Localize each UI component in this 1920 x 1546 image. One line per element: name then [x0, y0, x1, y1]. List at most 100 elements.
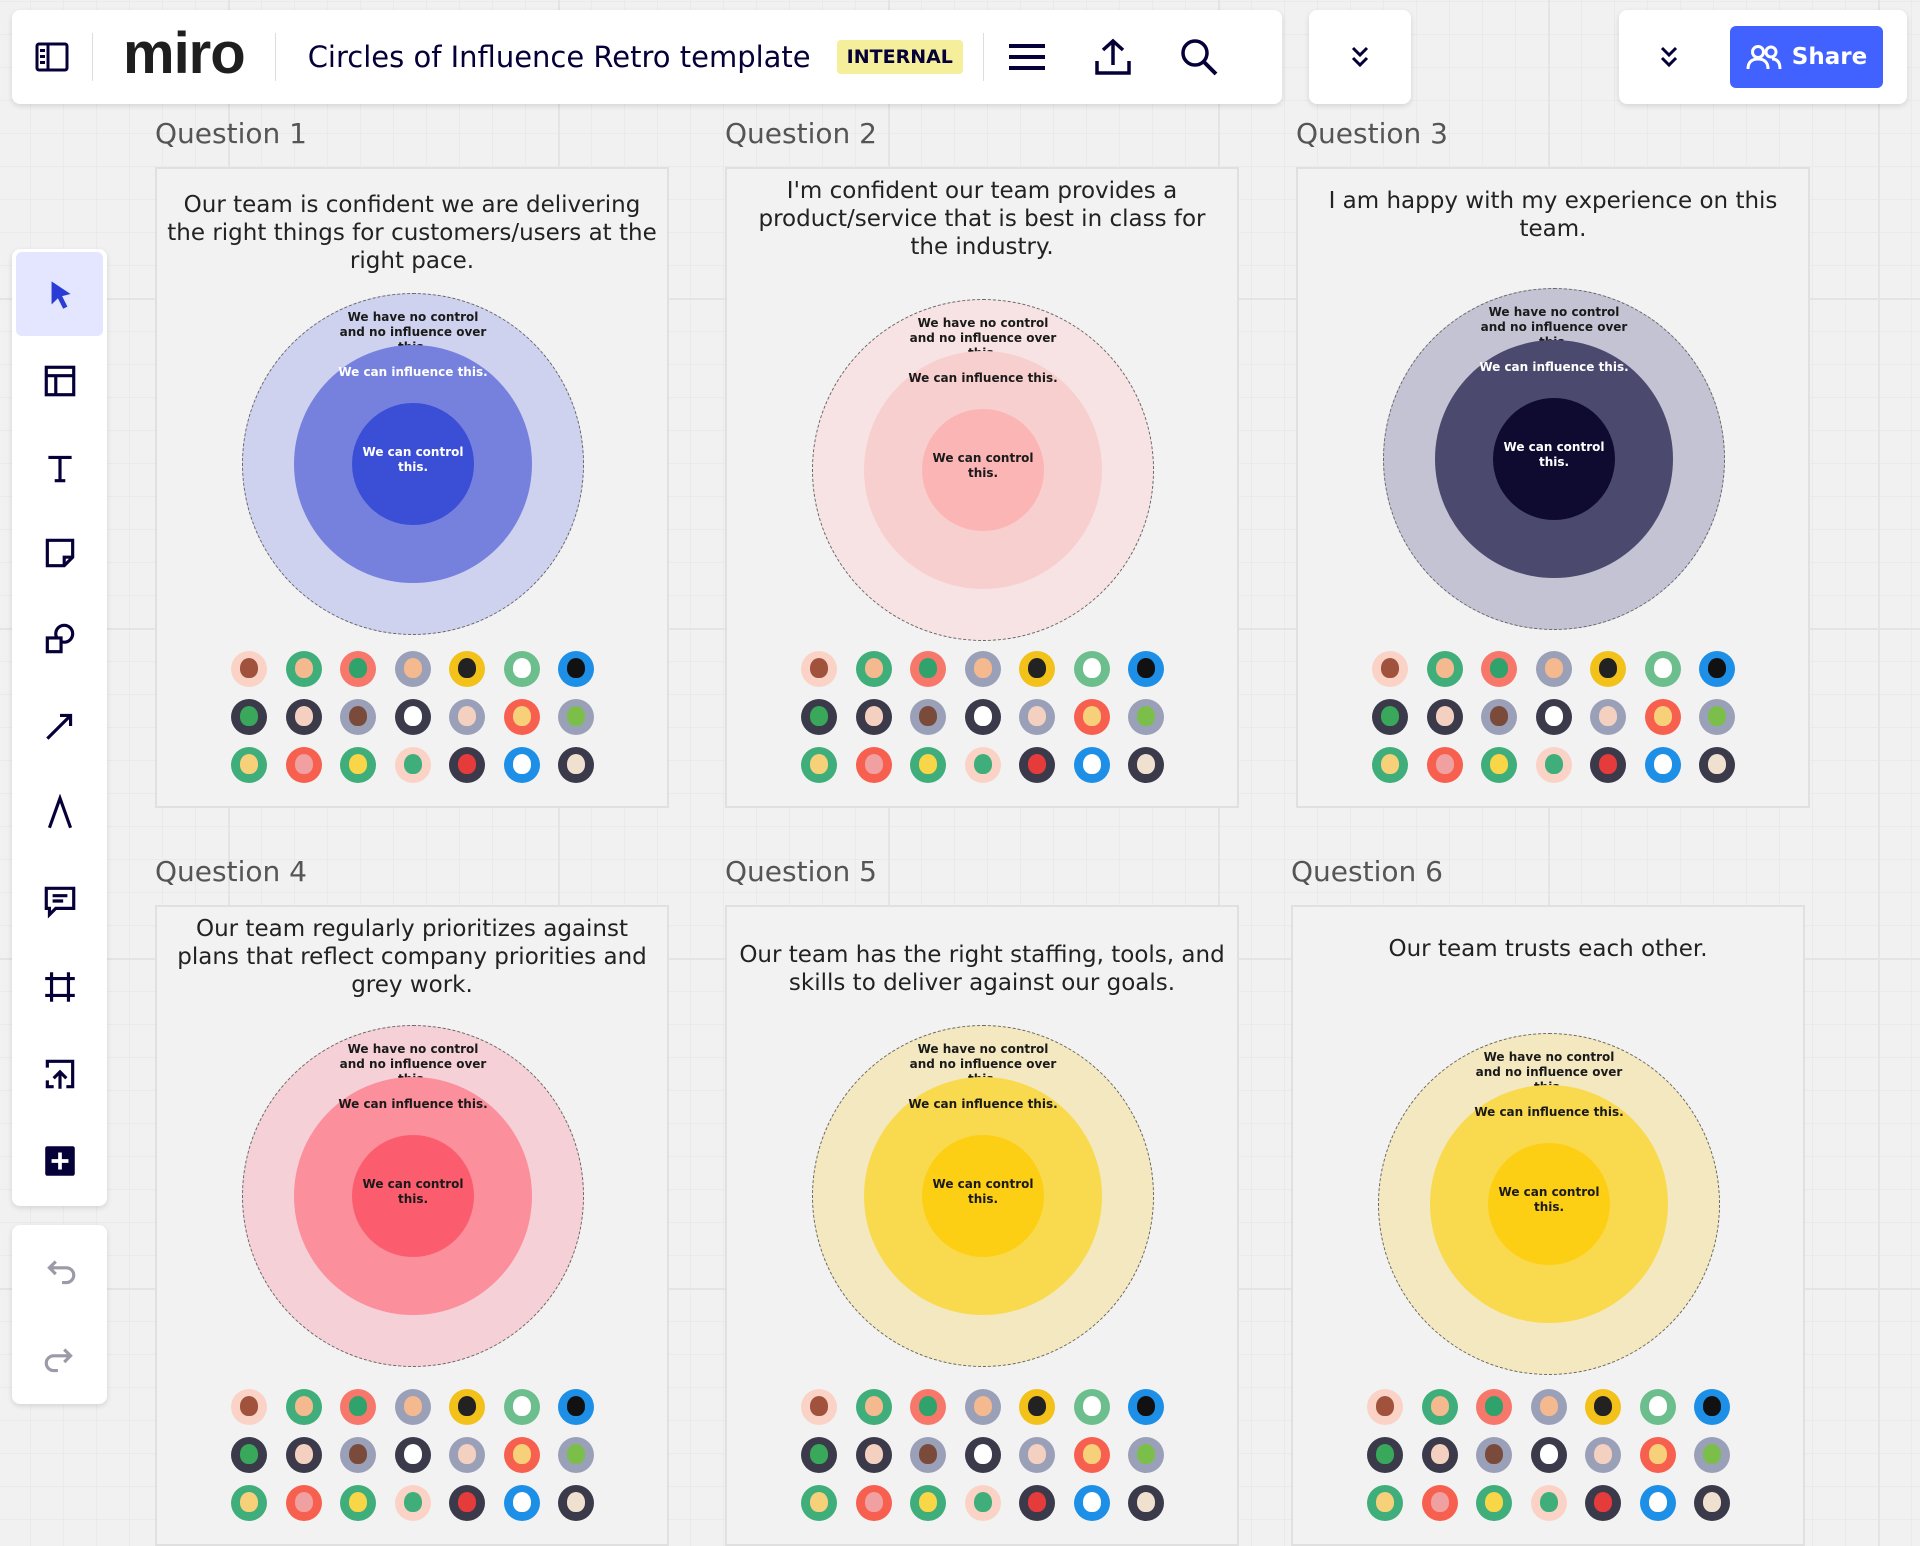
avatar-sticker[interactable] — [340, 1437, 376, 1473]
frame-question-2[interactable]: I'm confident our team provides a produc… — [725, 167, 1239, 808]
avatar-sticker[interactable] — [1644, 699, 1681, 735]
tool-comment-button[interactable] — [16, 859, 103, 943]
avatar-sticker[interactable] — [394, 651, 431, 687]
avatar-sticker[interactable] — [1426, 651, 1463, 687]
avatar-sticker[interactable] — [1644, 651, 1681, 687]
avatar-sticker[interactable] — [964, 1389, 1001, 1425]
avatar-sticker[interactable] — [340, 1485, 376, 1521]
avatar-sticker[interactable] — [964, 699, 1001, 735]
tool-shapes-button[interactable] — [16, 597, 103, 681]
avatar-sticker[interactable] — [340, 1389, 376, 1425]
avatar-sticker[interactable] — [801, 651, 837, 687]
avatar-sticker[interactable] — [1530, 1389, 1567, 1425]
avatar-sticker[interactable] — [394, 747, 431, 783]
avatar-sticker[interactable] — [1481, 699, 1517, 735]
avatar-sticker[interactable] — [801, 747, 837, 783]
avatar-sticker[interactable] — [1073, 699, 1110, 735]
avatar-sticker[interactable] — [1128, 699, 1164, 735]
avatar-sticker[interactable] — [910, 1437, 946, 1473]
export-button[interactable] — [1070, 10, 1156, 104]
avatar-sticker[interactable] — [340, 747, 376, 783]
avatar-sticker[interactable] — [1476, 1389, 1512, 1425]
avatar-sticker[interactable] — [855, 699, 892, 735]
avatar-sticker[interactable] — [285, 699, 322, 735]
avatar-sticker[interactable] — [1421, 1485, 1458, 1521]
avatar-sticker[interactable] — [1694, 1389, 1730, 1425]
avatar-sticker[interactable] — [1644, 747, 1681, 783]
avatar-sticker[interactable] — [285, 1389, 322, 1425]
avatar-sticker[interactable] — [1481, 747, 1517, 783]
circle-middle[interactable]: We can influence this. — [1430, 1085, 1668, 1323]
redo-button[interactable] — [16, 1318, 103, 1402]
avatar-sticker[interactable] — [1585, 1485, 1621, 1521]
undo-button[interactable] — [16, 1230, 103, 1314]
avatar-sticker[interactable] — [1367, 1485, 1403, 1521]
avatar-sticker[interactable] — [231, 1437, 267, 1473]
avatar-sticker[interactable] — [285, 1437, 322, 1473]
miro-logo[interactable]: miro — [123, 20, 246, 86]
tool-templates-button[interactable] — [16, 339, 103, 423]
avatar-sticker[interactable] — [285, 747, 322, 783]
classification-badge[interactable]: INTERNAL — [836, 40, 963, 74]
avatar-sticker[interactable] — [231, 1389, 267, 1425]
share-button[interactable]: Share — [1730, 26, 1883, 88]
search-button[interactable] — [1156, 10, 1242, 104]
avatar-sticker[interactable] — [1019, 1437, 1055, 1473]
avatar-sticker[interactable] — [1426, 699, 1463, 735]
collapse-button[interactable] — [1639, 10, 1699, 104]
avatar-sticker[interactable] — [1073, 1437, 1110, 1473]
tool-frame-button[interactable] — [16, 945, 103, 1029]
avatar-sticker[interactable] — [449, 1485, 485, 1521]
avatar-sticker[interactable] — [1585, 1389, 1621, 1425]
avatar-sticker[interactable] — [558, 699, 594, 735]
avatar-sticker[interactable] — [285, 1485, 322, 1521]
circle-inner[interactable]: We can control this. — [352, 1135, 474, 1257]
avatar-sticker[interactable] — [1128, 1437, 1164, 1473]
avatar-sticker[interactable] — [1019, 699, 1055, 735]
avatar-sticker[interactable] — [1590, 747, 1626, 783]
avatar-sticker[interactable] — [964, 1437, 1001, 1473]
avatar-sticker[interactable] — [231, 651, 267, 687]
avatar-sticker[interactable] — [1073, 1389, 1110, 1425]
avatar-sticker[interactable] — [1590, 699, 1626, 735]
frame-question-6[interactable]: Our team trusts each other. We have no co… — [1291, 905, 1805, 1546]
avatar-sticker[interactable] — [503, 747, 540, 783]
circle-inner[interactable]: We can control this. — [922, 1135, 1044, 1257]
avatar-sticker[interactable] — [1367, 1389, 1403, 1425]
tool-upload-button[interactable] — [16, 1032, 103, 1116]
avatar-sticker[interactable] — [855, 1389, 892, 1425]
avatar-sticker[interactable] — [285, 651, 322, 687]
avatar-sticker[interactable] — [1019, 651, 1055, 687]
avatar-sticker[interactable] — [1639, 1437, 1676, 1473]
avatar-sticker[interactable] — [1639, 1389, 1676, 1425]
frame-question-1[interactable]: Our team is confident we are delivering … — [155, 167, 669, 808]
avatar-sticker[interactable] — [1476, 1485, 1512, 1521]
avatar-sticker[interactable] — [1535, 699, 1572, 735]
avatar-sticker[interactable] — [1481, 651, 1517, 687]
avatar-sticker[interactable] — [449, 699, 485, 735]
avatar-sticker[interactable] — [910, 1485, 946, 1521]
question-text[interactable]: Our team trusts each other. — [1388, 936, 1708, 962]
menu-button[interactable] — [984, 10, 1070, 104]
frame-question-4[interactable]: Our team regularly prioritizes against p… — [155, 905, 669, 1546]
avatar-sticker[interactable] — [558, 1389, 594, 1425]
avatar-sticker[interactable] — [231, 699, 267, 735]
avatar-sticker[interactable] — [503, 1485, 540, 1521]
avatar-sticker[interactable] — [801, 1485, 837, 1521]
avatar-sticker[interactable] — [449, 651, 485, 687]
avatar-sticker[interactable] — [801, 1437, 837, 1473]
tool-line-button[interactable] — [16, 684, 103, 768]
avatar-sticker[interactable] — [340, 651, 376, 687]
tool-text-button[interactable] — [16, 426, 103, 510]
avatar-sticker[interactable] — [503, 1389, 540, 1425]
avatar-sticker[interactable] — [503, 651, 540, 687]
avatar-sticker[interactable] — [231, 1485, 267, 1521]
avatar-sticker[interactable] — [1073, 747, 1110, 783]
avatar-sticker[interactable] — [231, 747, 267, 783]
avatar-sticker[interactable] — [1421, 1437, 1458, 1473]
avatar-sticker[interactable] — [1699, 747, 1735, 783]
question-text[interactable]: Our team regularly prioritizes against p… — [177, 916, 647, 998]
circle-inner[interactable]: We can control this. — [1488, 1143, 1610, 1265]
avatar-sticker[interactable] — [1019, 747, 1055, 783]
avatar-sticker[interactable] — [801, 699, 837, 735]
